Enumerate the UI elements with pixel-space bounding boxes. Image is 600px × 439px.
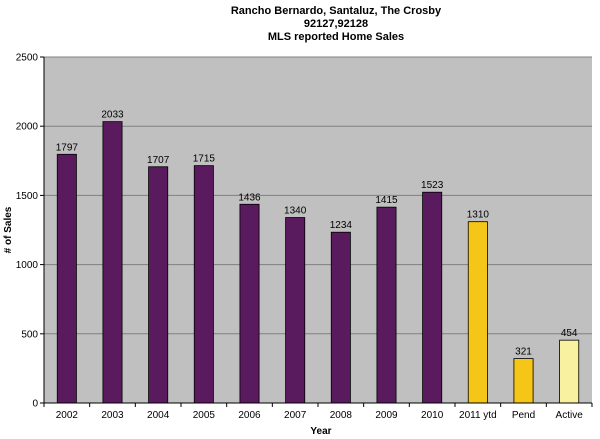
axes — [40, 56, 593, 407]
x-tick-label: Pend — [512, 410, 535, 421]
y-tick-label: 2000 — [16, 122, 39, 133]
data-label: 1797 — [56, 142, 79, 153]
data-label: 1523 — [421, 180, 444, 191]
x-tick-label: 2003 — [101, 410, 124, 421]
bar — [239, 203, 260, 404]
bar — [513, 358, 534, 404]
x-tick-label: 2005 — [193, 410, 216, 421]
data-label: 1436 — [238, 192, 261, 203]
chart-title-line-1: Rancho Bernardo, Santaluz, The Crosby — [231, 5, 442, 17]
data-label: 1415 — [375, 195, 398, 206]
data-label: 2033 — [101, 110, 124, 121]
data-label: 1715 — [193, 154, 216, 165]
y-tick-labels: 0 500 1000 1500 2000 2500 — [16, 53, 39, 410]
x-tick-label: Active — [556, 410, 584, 421]
data-label: 1340 — [284, 206, 307, 217]
bar — [102, 121, 123, 404]
bar — [193, 165, 214, 404]
bar — [148, 166, 169, 404]
bar — [56, 153, 77, 404]
data-label: 1310 — [467, 210, 490, 221]
x-axis-label: Year — [310, 426, 331, 437]
x-tick-label: 2004 — [147, 410, 170, 421]
gridlines — [44, 56, 592, 335]
x-tick-label: 2010 — [421, 410, 444, 421]
bar — [467, 221, 488, 404]
x-tick-label: 2002 — [56, 410, 79, 421]
chart-title: Rancho Bernardo, Santaluz, The Crosby 92… — [231, 5, 442, 43]
data-label: 1707 — [147, 155, 170, 166]
y-axis-label: # of Sales — [3, 206, 14, 253]
bar — [422, 191, 443, 404]
y-tick-label: 1000 — [16, 260, 39, 271]
x-tick-label: 2008 — [330, 410, 353, 421]
data-label: 321 — [515, 347, 532, 358]
bar — [330, 231, 351, 404]
y-tick-label: 1500 — [16, 191, 39, 202]
x-tick-label: 2011 ytd — [459, 410, 497, 421]
y-tick-label: 0 — [32, 399, 38, 410]
bar — [559, 339, 580, 404]
x-tick-label: 2007 — [284, 410, 307, 421]
data-labels: 1797 2033 1707 1715 1436 1340 1234 1415 1523 1310… — [56, 110, 578, 358]
chart-title-line-3: MLS reported Home Sales — [268, 31, 404, 43]
y-tick-label: 2500 — [16, 53, 39, 64]
x-tick-label: 2006 — [238, 410, 261, 421]
x-tick-label: 2009 — [375, 410, 398, 421]
plot-area — [44, 57, 592, 403]
y-tick-label: 500 — [21, 329, 38, 340]
bar — [376, 206, 397, 404]
x-tick-labels: 2002 2003 2004 2005 2006 2007 2008 2009 2010 2011… — [56, 410, 584, 421]
data-label: 454 — [561, 328, 578, 339]
data-label: 1234 — [330, 220, 353, 231]
bar — [285, 217, 306, 404]
chart-title-line-2: 92127,92128 — [304, 18, 368, 30]
